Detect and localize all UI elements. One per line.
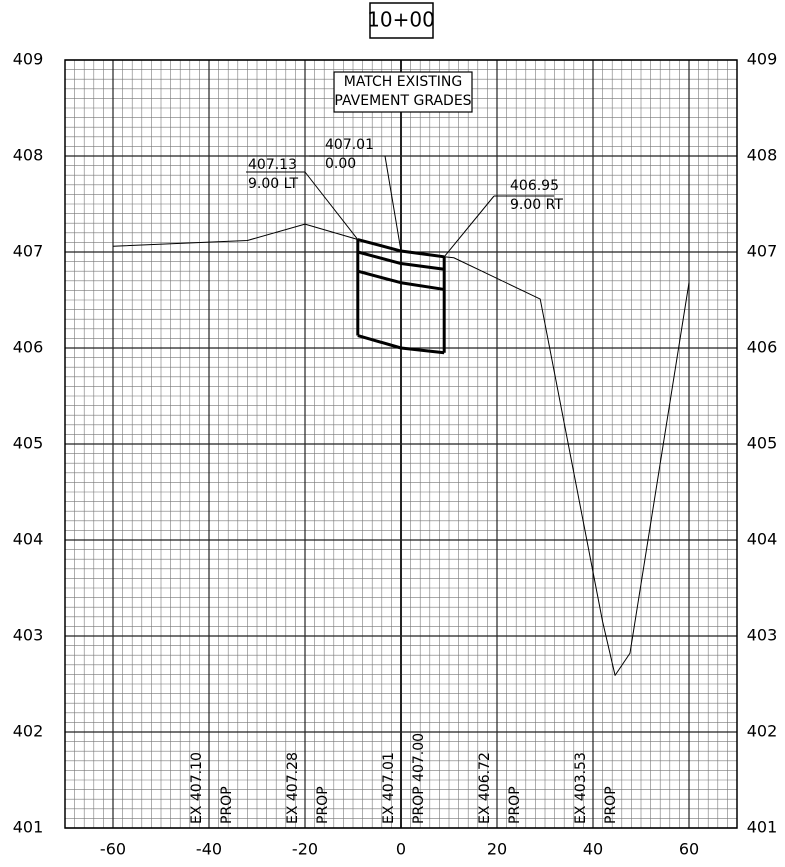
y-tick-label-right: 404: [747, 530, 778, 549]
proposed-label: PROP: [603, 786, 619, 824]
callout-text: 407.01: [325, 137, 374, 153]
annotation: MATCH EXISTING: [344, 74, 463, 90]
proposed-label: PROP: [507, 786, 523, 824]
y-tick-label-right: 401: [747, 818, 778, 837]
plot-frame: [64, 59, 738, 829]
y-tick-label: 408: [13, 146, 44, 165]
existing-label: EX 403.53: [573, 752, 589, 824]
y-tick-label-right: 406: [747, 338, 778, 357]
title-box: [369, 2, 434, 39]
y-tick-label: 406: [13, 338, 44, 357]
y-tick-label: 402: [13, 722, 44, 741]
y-tick-label: 401: [13, 818, 44, 837]
y-tick-label-right: 405: [747, 434, 778, 453]
existing-label: EX 406.72: [477, 752, 493, 824]
annotation-box: [333, 71, 473, 113]
y-tick-label-right: 407: [747, 242, 778, 261]
x-tick-label: -20: [292, 840, 318, 859]
y-tick-label: 403: [13, 626, 44, 645]
x-tick-label: 60: [679, 840, 699, 859]
proposed-label: PROP 407.00: [411, 733, 427, 824]
y-tick-label: 405: [13, 434, 44, 453]
x-tick-label: 20: [487, 840, 507, 859]
y-tick-label: 407: [13, 242, 44, 261]
existing-label: EX 407.28: [285, 752, 301, 824]
y-tick-label: 409: [13, 50, 44, 69]
callout-text: 407.13: [248, 157, 297, 173]
callout-text: 0.00: [325, 156, 356, 172]
callout-text: 9.00 RT: [510, 197, 563, 213]
section-line: [112, 223, 690, 676]
y-tick-label-right: 403: [747, 626, 778, 645]
existing-label: EX 407.01: [381, 752, 397, 824]
x-tick-label: 0: [396, 840, 406, 859]
leader-line: [443, 195, 495, 258]
y-tick-label-right: 409: [747, 50, 778, 69]
section-line: [357, 269, 445, 291]
y-tick-label-right: 402: [747, 722, 778, 741]
leader-line: [304, 171, 359, 240]
proposed-label: PROP: [315, 786, 331, 824]
x-tick-label: 40: [583, 840, 603, 859]
section-line: [357, 250, 445, 271]
section-line: [357, 334, 445, 355]
x-tick-label: -60: [100, 840, 126, 859]
existing-label: EX 407.10: [189, 752, 205, 824]
y-tick-label: 404: [13, 530, 44, 549]
y-tick-label-right: 408: [747, 146, 778, 165]
chart-title: 10+00: [367, 8, 435, 32]
proposed-label: PROP: [219, 786, 235, 824]
x-tick-label: -40: [196, 840, 222, 859]
callout-text: 406.95: [510, 178, 559, 194]
annotation: PAVEMENT GRADES: [334, 93, 471, 109]
leader-line: [384, 155, 402, 252]
callout-text: 9.00 LT: [248, 176, 298, 192]
